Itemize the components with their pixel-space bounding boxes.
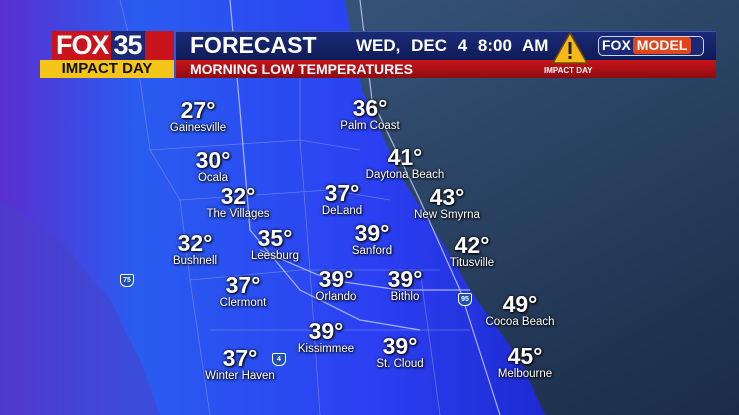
city-forecast: 27° Gainesville	[170, 99, 226, 135]
temperature: 39°	[382, 333, 418, 359]
city-forecast: 32° The Villages	[206, 185, 269, 221]
temperature: 32°	[177, 230, 213, 256]
city-name: The Villages	[206, 208, 270, 220]
city-forecast: 30° Ocala	[196, 149, 231, 185]
warning-icon	[552, 32, 588, 64]
forecast-header: FOX 35 IMPACT DAY FORECAST WED, DEC 4 8:0…	[0, 31, 739, 78]
temperature: 37°	[324, 180, 360, 206]
city-forecast: 43° New Smyrna	[414, 186, 480, 222]
city-forecast: 37° DeLand	[322, 182, 362, 218]
city-name: Bithlo	[390, 291, 420, 303]
temperature: 45°	[507, 343, 543, 369]
page-title: FORECAST	[190, 32, 317, 58]
city-name: Palm Coast	[340, 120, 400, 132]
city-forecast: 39° Bithlo	[388, 268, 423, 304]
temperature: 39°	[308, 318, 344, 344]
city-name: Kissimmee	[297, 343, 355, 355]
city-forecast: 39° Orlando	[316, 268, 357, 304]
temperature: 39°	[318, 266, 354, 292]
city-name: Daytona Beach	[365, 169, 445, 181]
temperature: 37°	[225, 272, 261, 298]
subtitle-bar	[176, 60, 716, 78]
highway-4-shield: 4	[272, 353, 286, 366]
fox35-logo: FOX 35	[52, 31, 174, 60]
temperature: 42°	[454, 232, 490, 258]
city-name: Sanford	[351, 245, 393, 257]
temperature: 41°	[387, 144, 423, 170]
city-name: Bushnell	[172, 255, 218, 267]
city-name: Clermont	[219, 297, 267, 309]
city-forecast: 37° Winter Haven	[205, 347, 275, 383]
city-forecast: 32° Bushnell	[173, 232, 217, 268]
temperature: 32°	[220, 183, 256, 209]
city-forecast: 39° Sanford	[352, 222, 392, 258]
city-name: Melbourne	[497, 368, 553, 380]
city-name: Gainesville	[169, 122, 227, 134]
city-forecast: 41° Daytona Beach	[366, 146, 445, 182]
city-name: New Smyrna	[414, 209, 480, 221]
city-name: Ocala	[197, 172, 229, 184]
city-name: Winter Haven	[205, 370, 275, 382]
city-forecast: 37° Clermont	[220, 274, 267, 310]
fox-model-logo: FOX MODEL	[598, 36, 704, 56]
temperature: 39°	[354, 220, 390, 246]
temperature: 39°	[387, 266, 423, 292]
gulf	[0, 200, 160, 415]
city-forecast: 45° Melbourne	[498, 345, 552, 381]
temperature: 36°	[352, 95, 388, 121]
city-forecast: 49° Cocoa Beach	[485, 293, 554, 329]
temperature: 37°	[222, 345, 258, 371]
logo-number: 35	[110, 31, 145, 60]
date-time: WED, DEC 4 8:00 AM	[356, 36, 549, 55]
city-name: Leesburg	[251, 250, 299, 262]
logo-brand: FOX	[56, 30, 110, 60]
subtitle: MORNING LOW TEMPERATURES	[190, 61, 413, 77]
city-forecast: 36° Palm Coast	[340, 97, 399, 133]
city-forecast: 42° Titusville	[450, 234, 494, 270]
city-name: Titusville	[449, 257, 495, 269]
highway-95-shield: 95	[458, 293, 472, 306]
temperature: 49°	[502, 291, 538, 317]
model-brand: FOX	[602, 37, 631, 53]
temperature: 43°	[429, 184, 465, 210]
temperature: 27°	[180, 97, 216, 123]
warning-label: IMPACT DAY	[544, 66, 593, 75]
temperature: 30°	[195, 147, 231, 173]
city-forecast: 39° Kissimmee	[298, 320, 354, 356]
city-name: St. Cloud	[376, 358, 424, 370]
city-name: Cocoa Beach	[485, 316, 555, 328]
impact-day-badge: IMPACT DAY	[40, 60, 174, 78]
highway-75-shield: 75	[120, 274, 134, 287]
city-forecast: 35° Leesburg	[251, 227, 299, 263]
temperature: 35°	[257, 225, 293, 251]
city-forecast: 39° St. Cloud	[376, 335, 423, 371]
land	[0, 0, 545, 415]
city-name: DeLand	[321, 205, 363, 217]
city-name: Orlando	[315, 291, 357, 303]
model-label: MODEL	[632, 37, 692, 54]
